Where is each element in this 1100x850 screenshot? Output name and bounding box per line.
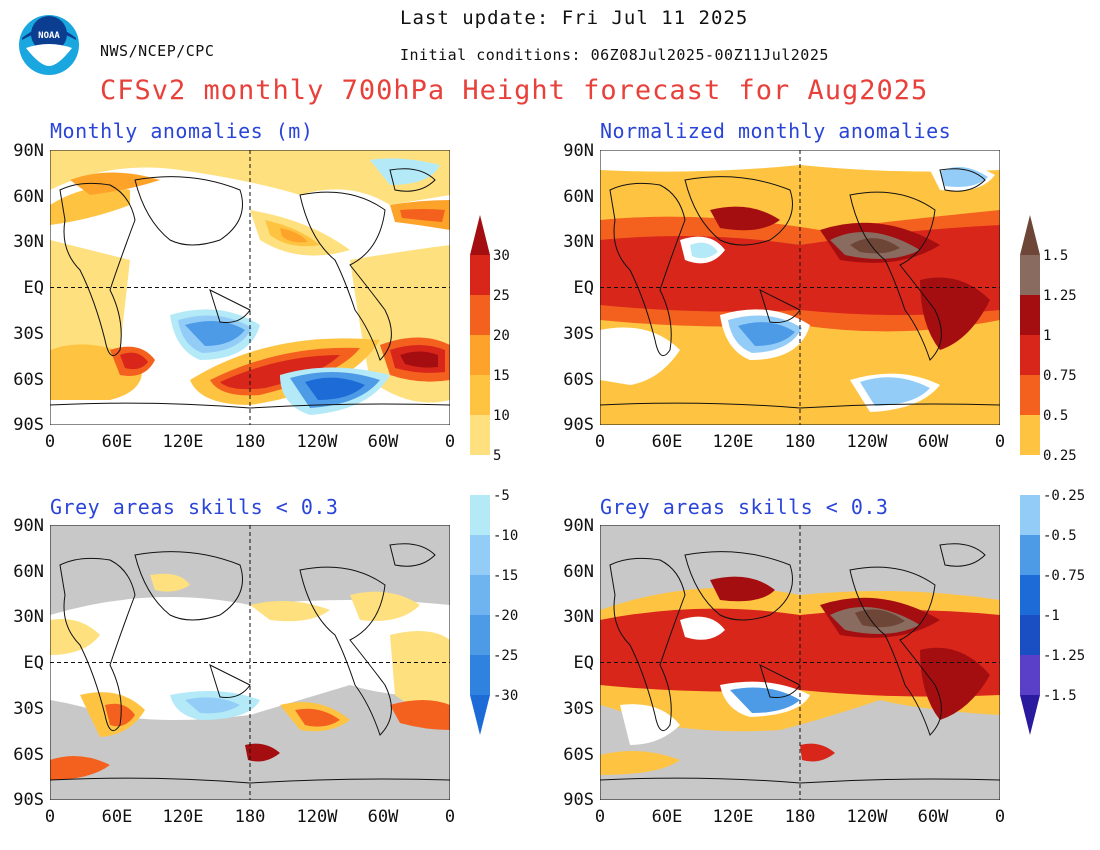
lon-label: 120E (162, 807, 204, 827)
lat-label: 90N (13, 141, 44, 161)
lon-label: 60W (917, 432, 949, 452)
lat-label: 30S (13, 324, 44, 344)
initial-conditions: Initial conditions: 06Z08Jul2025-00Z11Ju… (400, 46, 829, 64)
lon-label: 0 (44, 432, 56, 452)
lon-label: 60W (367, 432, 399, 452)
lon-label: 0 (44, 807, 56, 827)
lat-label: 60N (563, 562, 594, 582)
lon-label: 120W (846, 807, 888, 827)
colorbar-label: 20 (493, 328, 510, 344)
panel-title-top-left: Monthly anomalies (m) (50, 119, 314, 143)
lon-label: 60E (651, 807, 683, 827)
lat-label: 30N (563, 232, 594, 252)
lon-label: 0 (444, 807, 456, 827)
lat-label: EQ (23, 278, 44, 298)
lat-label: EQ (573, 653, 594, 673)
colorbar-meters (470, 215, 490, 735)
lat-label: EQ (23, 653, 44, 673)
lat-label: 60S (13, 370, 44, 390)
colorbar-label: 25 (493, 288, 510, 304)
lat-label: 90S (563, 415, 594, 435)
lon-label: 120W (846, 432, 888, 452)
lon-label: 60W (367, 807, 399, 827)
map-skill-masked-normalized (599, 524, 1001, 801)
lon-label: 180 (784, 807, 816, 827)
colorbar-label: -15 (493, 568, 519, 584)
lon-label: 60W (917, 807, 949, 827)
lat-label: 30N (13, 232, 44, 252)
colorbar-label: 5 (493, 448, 502, 464)
colorbar-label: -25 (493, 648, 519, 664)
colorbar-label: 0.25 (1043, 448, 1077, 464)
colorbar-label: -1.5 (1043, 688, 1077, 704)
map-skill-masked-anomalies (49, 524, 451, 801)
lat-label: 90N (13, 516, 44, 536)
lat-label: 90S (13, 415, 44, 435)
lat-label: 60N (563, 187, 594, 207)
lon-label: 120W (296, 807, 338, 827)
lon-label: 180 (784, 432, 816, 452)
map-monthly-anomalies (49, 149, 451, 426)
colorbar-label: -5 (493, 488, 510, 504)
lat-label: 30N (13, 607, 44, 627)
lat-label: 90N (563, 141, 594, 161)
lat-label: 60N (13, 187, 44, 207)
lat-label: EQ (573, 278, 594, 298)
lon-label: 120W (296, 432, 338, 452)
lat-label: 90N (563, 516, 594, 536)
colorbar-label: 10 (493, 408, 510, 424)
lat-label: 30N (563, 607, 594, 627)
logo-text: NOAA (38, 31, 60, 41)
lat-label: 30S (563, 699, 594, 719)
colorbar-label: 0.5 (1043, 408, 1069, 424)
colorbar-label: -20 (493, 608, 519, 624)
panel-title-bottom-left: Grey areas skills < 0.3 (50, 495, 339, 519)
lon-label: 0 (594, 807, 606, 827)
lat-label: 30S (563, 324, 594, 344)
map-normalized-anomalies (599, 149, 1001, 426)
colorbar-label: -0.25 (1043, 488, 1086, 504)
colorbar-label: -0.75 (1043, 568, 1086, 584)
page-title: CFSv2 monthly 700hPa Height forecast for… (100, 75, 929, 106)
lon-label: 180 (234, 432, 266, 452)
lon-label: 60E (651, 432, 683, 452)
panel-title-bottom-right: Grey areas skills < 0.3 (600, 495, 889, 519)
colorbar-label: -10 (493, 528, 519, 544)
lon-label: 180 (234, 807, 266, 827)
lon-label: 120E (712, 432, 754, 452)
colorbar-label: -30 (493, 688, 519, 704)
colorbar-label: 0.75 (1043, 368, 1077, 384)
lon-label: 0 (594, 432, 606, 452)
lat-label: 60S (13, 745, 44, 765)
lon-label: 0 (994, 432, 1006, 452)
lat-label: 90S (563, 790, 594, 810)
colorbar-label: 1 (1043, 328, 1052, 344)
lat-label: 90S (13, 790, 44, 810)
noaa-logo: NOAA (18, 14, 80, 76)
lon-label: 60E (101, 432, 133, 452)
colorbar-normalized (1020, 215, 1040, 735)
agency-label: NWS/NCEP/CPC (100, 42, 215, 60)
panel-title-top-right: Normalized monthly anomalies (600, 119, 952, 143)
colorbar-label: -1.25 (1043, 648, 1086, 664)
colorbar-label: 15 (493, 368, 510, 384)
lon-label: 0 (994, 807, 1006, 827)
colorbar-label: 30 (493, 248, 510, 264)
lon-label: 0 (444, 432, 456, 452)
lon-label: 60E (101, 807, 133, 827)
last-update: Last update: Fri Jul 11 2025 (400, 7, 749, 29)
colorbar-label: 1.25 (1043, 288, 1077, 304)
lat-label: 60S (563, 745, 594, 765)
lat-label: 60N (13, 562, 44, 582)
lat-label: 30S (13, 699, 44, 719)
colorbar-label: -0.5 (1043, 528, 1077, 544)
colorbar-label: -1 (1043, 608, 1060, 624)
colorbar-label: 1.5 (1043, 248, 1069, 264)
lon-label: 120E (712, 807, 754, 827)
lon-label: 120E (162, 432, 204, 452)
lat-label: 60S (563, 370, 594, 390)
